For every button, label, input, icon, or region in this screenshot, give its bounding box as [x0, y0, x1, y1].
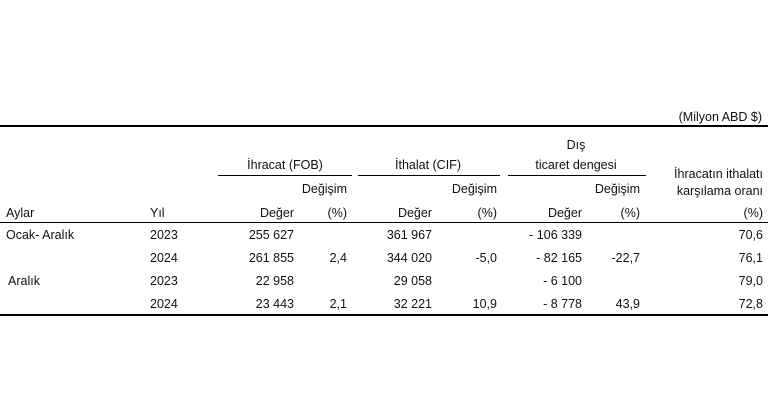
row-exports-value: 261 855: [248, 251, 294, 265]
row-imports-value: 29 058: [393, 274, 432, 288]
exports-group-header: İhracat (FOB): [247, 158, 323, 172]
header-bottom-rule: [0, 222, 768, 223]
row-balance-change: -22,7: [611, 251, 641, 265]
imports-group-underline: [358, 175, 500, 176]
imports-value-header: Değer: [397, 206, 432, 220]
row-imports-change: 10,9: [472, 297, 497, 311]
table-top-rule: [0, 125, 768, 127]
balance-percent-header: (%): [620, 206, 640, 220]
row-imports-change: -5,0: [475, 251, 497, 265]
row-imports-value: 361 967: [386, 228, 432, 242]
unit-note: (Milyon ABD $): [678, 110, 762, 124]
exports-change-label: Değişim: [301, 182, 347, 196]
row-coverage: 76,1: [738, 251, 763, 265]
balance-change-label: Değişim: [594, 182, 640, 196]
balance-group-underline: [508, 175, 646, 176]
row-exports-value: 22 958: [255, 274, 294, 288]
row-exports-value: 255 627: [248, 228, 294, 242]
exports-value-header: Değer: [259, 206, 294, 220]
coverage-percent-header: (%): [743, 206, 763, 220]
year-header: Yıl: [150, 206, 165, 220]
row-coverage: 79,0: [738, 274, 763, 288]
row-imports-value: 32 221: [393, 297, 432, 311]
row-balance-value: - 106 339: [529, 228, 582, 242]
exports-group-underline: [218, 175, 352, 176]
balance-group-header-line1: Dış: [566, 138, 586, 152]
row-exports-change: 2,4: [329, 251, 347, 265]
coverage-header-line2: karşılama oranı: [676, 184, 763, 198]
imports-change-label: Değişim: [451, 182, 497, 196]
row-coverage: 70,6: [738, 228, 763, 242]
row-balance-value: - 8 778: [543, 297, 582, 311]
months-header: Aylar: [6, 206, 35, 220]
row-imports-value: 344 020: [386, 251, 432, 265]
row-period: Ocak- Aralık: [6, 228, 75, 242]
table-bottom-rule: [0, 314, 768, 316]
row-year: 2024: [150, 251, 178, 265]
row-period: Aralık: [8, 274, 40, 288]
balance-value-header: Değer: [547, 206, 582, 220]
row-year: 2024: [150, 297, 178, 311]
row-year: 2023: [150, 274, 178, 288]
row-coverage: 72,8: [738, 297, 763, 311]
imports-group-header: İthalat (CIF): [395, 158, 461, 172]
row-year: 2023: [150, 228, 178, 242]
balance-group-header-line2: ticaret dengesi: [535, 158, 617, 172]
row-exports-change: 2,1: [329, 297, 347, 311]
coverage-header-line1: İhracatın ithalatı: [674, 167, 763, 181]
row-balance-change: 43,9: [615, 297, 640, 311]
row-balance-value: - 82 165: [536, 251, 582, 265]
row-balance-value: - 6 100: [543, 274, 582, 288]
row-exports-value: 23 443: [255, 297, 294, 311]
imports-percent-header: (%): [477, 206, 497, 220]
exports-percent-header: (%): [327, 206, 347, 220]
